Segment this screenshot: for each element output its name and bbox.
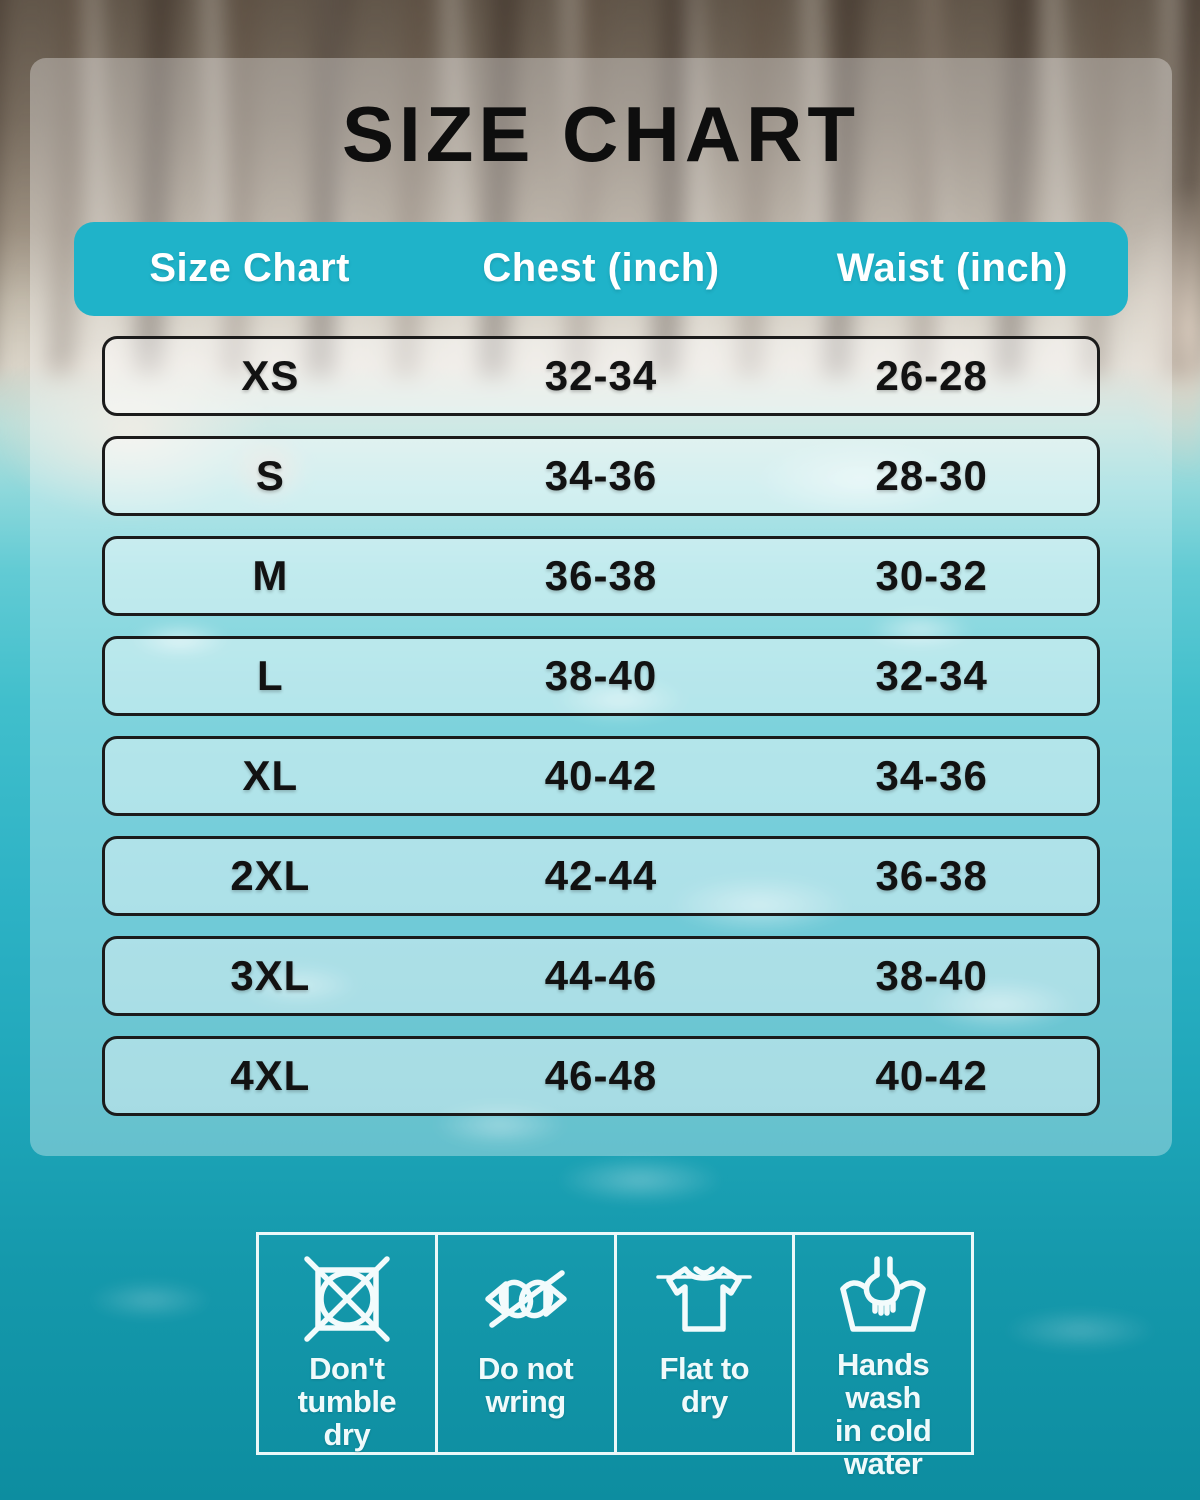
waist-cell: 34-36 <box>875 751 988 799</box>
chest-cell: 32-34 <box>544 351 658 399</box>
waist-cell: 28-30 <box>875 451 988 499</box>
care-item-no-tumble-dry: Don't tumble dry <box>259 1235 435 1452</box>
care-item-flat-to-dry: Flat to dry <box>613 1235 793 1452</box>
chest-cell: 34-36 <box>544 451 658 499</box>
care-label-line: water <box>843 1445 923 1481</box>
care-item-no-wring: Do not wring <box>434 1235 614 1452</box>
table-row-l: L 38-40 32-34 <box>102 635 1100 716</box>
chest-cell: 44-46 <box>544 951 658 999</box>
care-label-line: wring <box>485 1383 567 1419</box>
table-row-3xl: 3XL 44-46 38-40 <box>102 935 1100 1016</box>
size-cell: 2XL <box>230 851 311 899</box>
table-row-2xl: 2XL 42-44 36-38 <box>102 835 1100 916</box>
care-label-line: Don't <box>309 1351 385 1386</box>
column-header-waist: Waist (inch) <box>836 246 1068 291</box>
size-chart-panel: SIZE CHART Size Chart Chest (inch) Waist… <box>30 58 1172 1156</box>
care-label: Flat to dry <box>659 1351 750 1419</box>
table-row-xs: XS 32-34 26-28 <box>102 335 1100 416</box>
chest-cell: 42-44 <box>544 851 658 899</box>
waist-cell: 26-28 <box>875 351 988 399</box>
chest-cell: 46-48 <box>544 1051 658 1099</box>
size-cell: XL <box>242 751 299 799</box>
hand-wash-icon <box>831 1245 935 1349</box>
size-cell: XS <box>241 351 300 399</box>
column-header-chest: Chest (inch) <box>482 246 720 291</box>
care-label-line: in cold <box>834 1412 932 1448</box>
table-row-s: S 34-36 28-30 <box>102 435 1100 516</box>
column-header-size: Size Chart <box>149 246 350 291</box>
size-cell: M <box>252 551 289 599</box>
care-label: Do not wring <box>478 1351 574 1419</box>
care-label: Don't tumble dry <box>297 1351 397 1452</box>
care-label-line: dry <box>681 1383 728 1419</box>
care-label-line: Flat to <box>659 1351 750 1386</box>
waist-cell: 30-32 <box>875 551 988 599</box>
size-cell: S <box>255 451 285 499</box>
care-instructions-strip: Don't tumble dry Do not wring <box>256 1232 974 1479</box>
table-row-m: M 36-38 30-32 <box>102 535 1100 616</box>
size-table-body: XS 32-34 26-28 S 34-36 28-30 M 36-38 30-… <box>102 335 1100 1116</box>
page-title: SIZE CHART <box>342 90 860 178</box>
waist-cell: 38-40 <box>875 951 988 999</box>
waist-cell: 36-38 <box>875 851 988 899</box>
waist-cell: 40-42 <box>875 1051 988 1099</box>
table-row-4xl: 4XL 46-48 40-42 <box>102 1035 1100 1116</box>
table-row-xl: XL 40-42 34-36 <box>102 735 1100 816</box>
care-label-line: Hands wash <box>837 1347 930 1415</box>
no-tumble-dry-icon <box>295 1245 399 1353</box>
care-item-hand-wash: Hands wash in cold water <box>792 1235 971 1479</box>
care-label: Hands wash in cold water <box>795 1347 971 1481</box>
waist-cell: 32-34 <box>875 651 988 699</box>
care-label-line: Do not <box>478 1351 574 1386</box>
flat-to-dry-icon <box>652 1245 756 1353</box>
chest-cell: 38-40 <box>544 651 658 699</box>
size-cell: 4XL <box>230 1051 311 1099</box>
no-wring-icon <box>474 1245 578 1353</box>
table-header-row: Size Chart Chest (inch) Waist (inch) <box>74 221 1128 316</box>
care-label-line: tumble <box>297 1383 397 1419</box>
size-cell: 3XL <box>230 951 311 999</box>
care-label-line: dry <box>323 1416 371 1452</box>
chest-cell: 40-42 <box>544 751 658 799</box>
size-cell: L <box>257 651 284 699</box>
chest-cell: 36-38 <box>544 551 658 599</box>
